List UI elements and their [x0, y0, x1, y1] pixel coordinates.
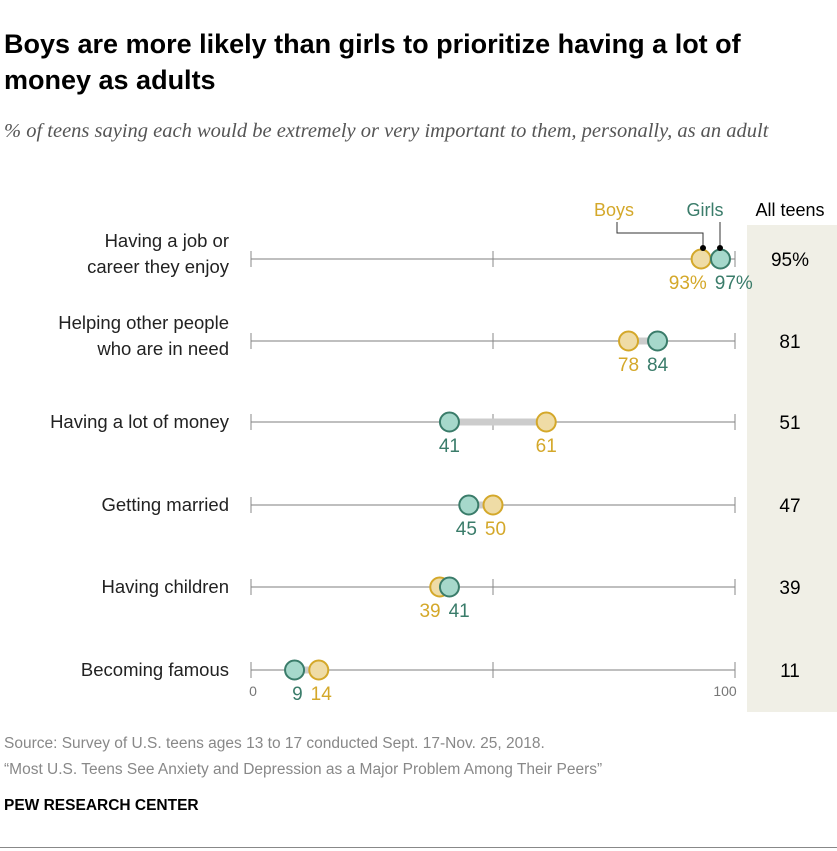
- girls-dot: [284, 659, 306, 681]
- all-teens-header: All teens: [755, 200, 824, 220]
- legend-leader-dot: [717, 245, 723, 251]
- boys-value-label: 93%: [669, 273, 707, 294]
- all-teens-value: 11: [780, 661, 800, 682]
- report-title: “Most U.S. Teens See Anxiety and Depress…: [4, 761, 603, 778]
- girls-value-label: 45: [456, 519, 477, 540]
- all-teens-value: 51: [779, 413, 800, 434]
- category-label: Having a lot of money: [50, 411, 230, 432]
- all-teens-value: 47: [779, 496, 800, 517]
- boys-value-label: 61: [536, 436, 557, 457]
- legend-girls: Girls: [687, 200, 724, 220]
- x-tick-label: 0: [249, 683, 257, 699]
- x-tick-label: 100: [713, 683, 737, 699]
- girls-value-label: 84: [647, 355, 669, 376]
- girls-value-label: 9: [292, 684, 303, 705]
- girls-value-label: 41: [449, 601, 470, 622]
- legend-boys: Boys: [594, 200, 634, 220]
- girls-dot: [458, 494, 480, 516]
- girls-dot: [647, 330, 669, 352]
- legend-leader-dot: [700, 245, 706, 251]
- all-teens-value: 39: [779, 578, 800, 599]
- boys-value-label: 50: [485, 519, 506, 540]
- girls-dot: [438, 576, 460, 598]
- all-teens-panel: [747, 225, 837, 712]
- girls-value-label: 97%: [715, 273, 753, 294]
- boys-dot: [482, 494, 504, 516]
- category-label: Having children: [101, 576, 229, 597]
- girls-dot: [438, 411, 460, 433]
- chart-title: Boys are more likely than girls to prior…: [4, 29, 741, 95]
- category-label: Helping other people: [58, 312, 229, 333]
- boys-dot: [690, 248, 712, 270]
- boys-dot: [535, 411, 557, 433]
- girls-value-label: 41: [439, 436, 460, 457]
- category-label: who are in need: [96, 338, 229, 359]
- legend-leader-boys: [616, 222, 704, 249]
- all-teens-value: 95%: [771, 250, 809, 271]
- boys-value-label: 78: [618, 355, 639, 376]
- bottom-rule: [0, 847, 837, 848]
- boys-dot: [618, 330, 640, 352]
- boys-dot: [308, 659, 330, 681]
- category-label: Having a job or: [105, 230, 229, 251]
- org-name: PEW RESEARCH CENTER: [4, 797, 199, 814]
- girls-dot: [709, 248, 731, 270]
- all-teens-value: 81: [779, 332, 800, 353]
- chart-subtitle: % of teens saying each would be extremel…: [4, 120, 769, 142]
- category-label: Becoming famous: [81, 659, 229, 680]
- category-label: career they enjoy: [87, 256, 230, 277]
- boys-value-label: 39: [419, 601, 440, 622]
- category-label: Getting married: [102, 494, 230, 515]
- boys-value-label: 14: [311, 684, 333, 705]
- source-note: Source: Survey of U.S. teens ages 13 to …: [4, 735, 545, 752]
